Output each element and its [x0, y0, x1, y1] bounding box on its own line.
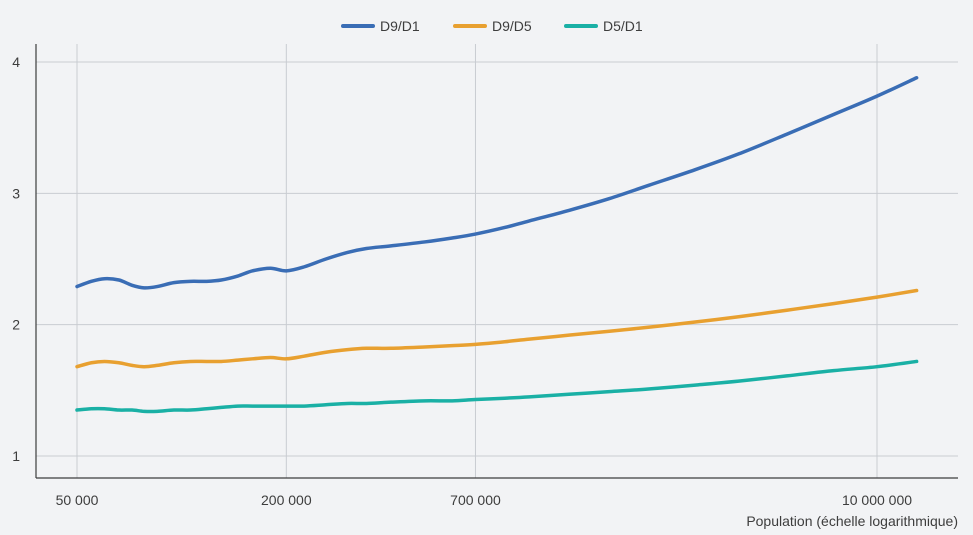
y-tick-label: 1 [12, 448, 20, 464]
series-line-d9-d1 [75, 76, 919, 290]
x-axis-title: Population (échelle logarithmique) [746, 513, 958, 529]
series-line-d5-d1 [75, 359, 919, 414]
legend-label-d9-d5: D9/D5 [492, 18, 532, 34]
x-tick-label: 50 000 [56, 492, 99, 508]
x-tick-label: 10 000 000 [842, 492, 912, 508]
x-tick-label: 700 000 [450, 492, 501, 508]
legend-label-d9-d1: D9/D1 [380, 18, 420, 34]
series-line-d9-d5 [75, 288, 919, 369]
y-tick-label: 3 [12, 185, 20, 201]
axis-layer: 1 2 3 4 50 000 200 000 700 000 10 000 000 [12, 44, 958, 508]
grid-layer [36, 44, 958, 478]
legend: D9/D1 D9/D5 D5/D1 [341, 18, 643, 34]
legend-label-d5-d1: D5/D1 [603, 18, 643, 34]
y-tick-label: 4 [12, 54, 20, 70]
x-tick-label: 200 000 [261, 492, 312, 508]
y-tick-label: 2 [12, 317, 20, 333]
series-layer [75, 76, 919, 414]
